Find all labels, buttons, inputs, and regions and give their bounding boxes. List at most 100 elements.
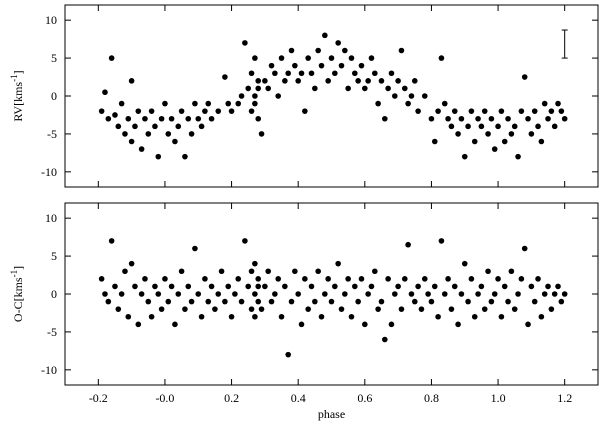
data-point <box>292 62 298 69</box>
data-point <box>165 131 172 137</box>
data-point <box>491 291 498 297</box>
data-point <box>175 291 182 297</box>
data-point <box>308 283 315 290</box>
x-tick-label: 1.2 <box>557 391 572 405</box>
data-point <box>212 306 218 312</box>
data-point <box>152 123 158 130</box>
data-point <box>545 283 551 290</box>
data-point <box>495 123 501 130</box>
data-point <box>288 298 295 305</box>
data-point <box>135 321 142 328</box>
data-point <box>102 89 108 96</box>
data-point <box>525 115 531 122</box>
data-point <box>195 115 202 122</box>
data-point <box>358 62 365 69</box>
data-point <box>485 268 491 275</box>
data-point <box>548 306 555 312</box>
data-point <box>208 283 215 290</box>
data-point <box>541 100 548 107</box>
data-point <box>142 276 148 282</box>
data-point <box>215 291 222 297</box>
data-point <box>108 55 115 61</box>
data-point <box>152 283 158 290</box>
data-point <box>302 276 308 282</box>
data-point <box>295 78 301 84</box>
y-tick-label: 10 <box>45 211 57 225</box>
data-point <box>478 283 485 290</box>
data-point <box>245 283 252 290</box>
data-point <box>168 283 175 290</box>
data-point <box>511 123 518 130</box>
data-point <box>252 313 258 320</box>
data-point <box>182 153 188 160</box>
data-point <box>528 283 535 290</box>
data-point <box>415 108 421 114</box>
data-point <box>158 306 165 312</box>
data-point <box>245 85 252 92</box>
data-point <box>285 70 291 77</box>
data-point <box>355 298 361 305</box>
x-tick-label: 0.8 <box>424 391 439 405</box>
data-point <box>458 291 465 297</box>
data-point <box>325 276 331 282</box>
data-point <box>448 123 455 130</box>
data-point <box>421 93 428 99</box>
data-point <box>525 321 531 328</box>
data-point <box>375 100 381 107</box>
data-point <box>455 321 461 328</box>
data-point <box>255 115 262 122</box>
data-point <box>358 276 365 282</box>
data-point <box>408 291 415 297</box>
y-label-sup: -1 <box>9 74 19 82</box>
data-point <box>258 131 265 137</box>
data-point <box>435 313 441 320</box>
data-point <box>108 238 115 244</box>
data-point <box>385 276 391 282</box>
data-point <box>508 268 515 275</box>
data-point <box>272 70 278 77</box>
data-point <box>445 276 451 282</box>
data-point <box>528 131 535 137</box>
data-point <box>195 291 202 297</box>
data-point <box>465 298 471 305</box>
data-point <box>332 283 338 290</box>
data-point <box>262 78 268 84</box>
data-point <box>398 47 405 54</box>
data-point <box>342 47 348 54</box>
data-point <box>292 268 298 275</box>
data-point <box>431 283 438 290</box>
data-point <box>228 108 235 114</box>
data-point <box>375 306 381 312</box>
data-point <box>275 93 282 99</box>
data-point <box>355 78 361 84</box>
data-point <box>481 306 488 312</box>
data-point <box>398 306 405 312</box>
x-tick-label: -0.0 <box>155 391 174 405</box>
data-point <box>165 298 172 305</box>
data-point <box>338 306 345 312</box>
data-point <box>501 283 508 290</box>
y-label-text: RV[kms <box>11 82 25 122</box>
panel: 10 5 0 -5 -10 RV[kms-1] <box>9 4 599 188</box>
data-point <box>282 78 288 84</box>
data-point <box>298 70 305 77</box>
data-point <box>155 153 162 160</box>
data-point <box>428 298 435 305</box>
data-point <box>265 85 272 92</box>
y-tick-label: -5 <box>47 127 57 141</box>
data-point <box>142 115 148 122</box>
data-point <box>155 291 162 297</box>
data-point <box>252 55 258 61</box>
data-point <box>118 291 125 297</box>
data-point <box>561 291 568 297</box>
data-point <box>362 85 368 92</box>
data-point <box>185 115 192 122</box>
data-point <box>282 283 288 290</box>
data-point <box>105 298 112 305</box>
data-point <box>348 55 355 61</box>
y-label-sup: -1 <box>9 270 19 278</box>
data-point <box>252 291 258 297</box>
y-axis-label: RV[kms-1] <box>9 70 25 121</box>
y-label-end: ] <box>11 266 25 270</box>
data-point <box>248 268 255 275</box>
